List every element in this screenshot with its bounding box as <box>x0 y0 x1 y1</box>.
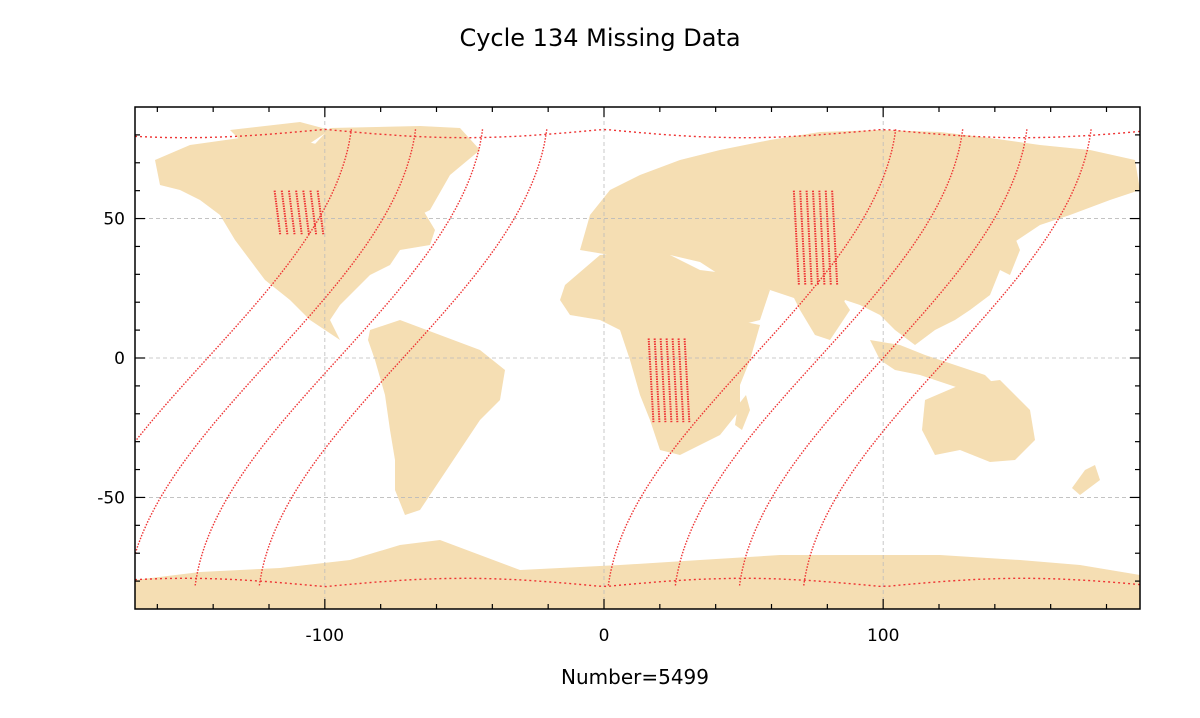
land-australia <box>922 380 1035 462</box>
y-tick-label: -50 <box>97 488 125 508</box>
missing-cluster-2-swath <box>683 338 691 423</box>
land-africa <box>560 250 760 455</box>
x-tick-label: 100 <box>867 626 899 646</box>
axis-ticks: -100 0 100 50 0 -50 <box>97 107 1140 646</box>
missing-data-clusters <box>273 190 839 423</box>
missing-cluster-2-swath <box>665 338 673 423</box>
x-tick-label: -100 <box>306 626 345 646</box>
y-tick-label: 50 <box>103 210 125 230</box>
missing-cluster-3-swath <box>811 190 820 286</box>
land-india <box>790 290 850 340</box>
missing-cluster-3-swath <box>824 190 832 286</box>
map-title: Cycle 134 Missing Data <box>459 24 741 52</box>
land-greenland <box>300 126 480 220</box>
land-arabia <box>700 270 770 325</box>
x-tick-label: 0 <box>599 626 610 646</box>
land-antarctica <box>135 540 1140 609</box>
missing-track-4 <box>258 129 548 587</box>
missing-cluster-2-swath <box>659 338 667 423</box>
missing-cluster-3-swath <box>831 190 839 286</box>
missing-track-7 <box>738 129 1028 587</box>
land-north-america <box>155 138 435 340</box>
land-japan <box>1000 230 1020 275</box>
point-count-label: Number=5499 <box>561 665 709 689</box>
missing-track-2 <box>135 129 417 557</box>
land-southeast-asia <box>870 340 1000 395</box>
missing-cluster-2-swath <box>647 338 655 423</box>
missing-cluster-2-swath <box>653 338 661 423</box>
land-eurasia <box>580 130 1140 345</box>
missing-cluster-2-swath <box>671 338 679 423</box>
missing-cluster-3-swath <box>799 190 807 286</box>
land-madagascar <box>735 395 750 430</box>
land-new-zealand <box>1072 465 1100 495</box>
missing-cluster-3-swath <box>818 190 826 286</box>
y-tick-label: 0 <box>114 349 125 369</box>
missing-track-8 <box>802 129 1092 587</box>
missing-cluster-3-swath <box>805 190 813 286</box>
missing-track-3 <box>194 129 484 587</box>
land-layer <box>135 122 1140 609</box>
missing-cluster-3-swath <box>792 190 800 286</box>
missing-track-6 <box>674 129 964 587</box>
missing-data-tracks <box>135 128 1140 588</box>
missing-cluster-2-swath <box>677 338 685 423</box>
land-south-america <box>368 320 505 515</box>
missing-track-1 <box>135 129 352 443</box>
missing-track-5 <box>607 129 897 587</box>
land-canadian-islands <box>230 122 330 150</box>
